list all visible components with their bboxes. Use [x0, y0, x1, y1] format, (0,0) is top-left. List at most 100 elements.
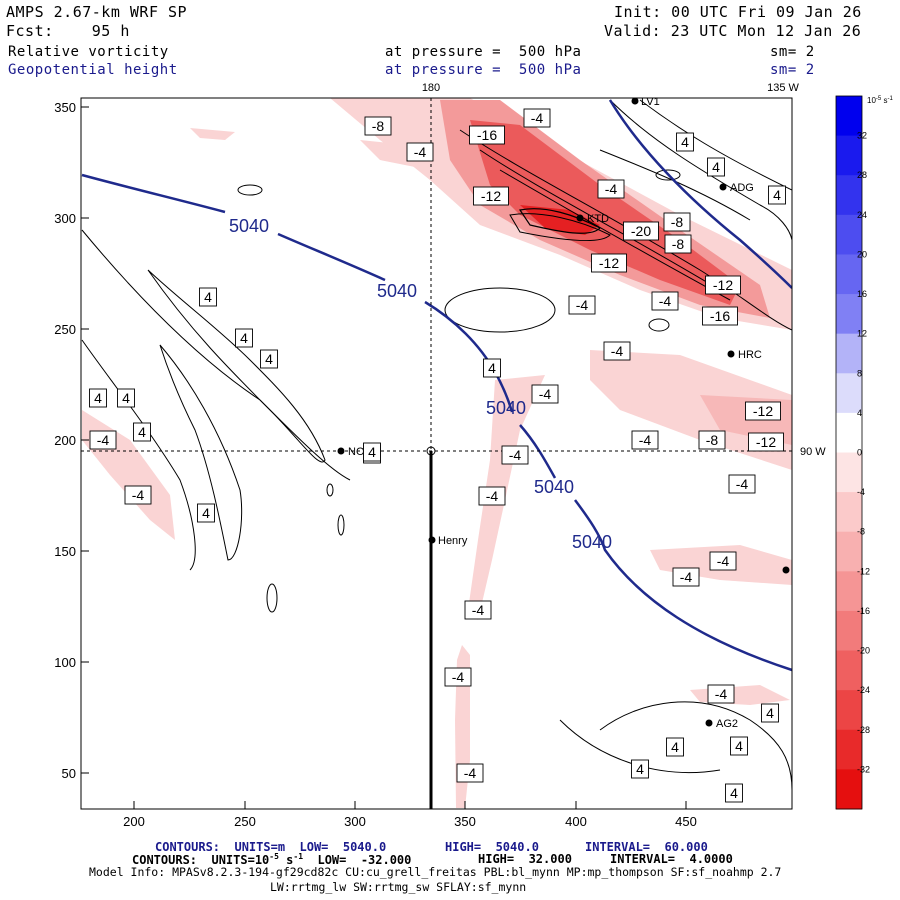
x-tick-label: 200: [123, 814, 145, 829]
forecast-hour: Fcst: 95 h: [6, 22, 130, 40]
station-label: KTD: [587, 213, 609, 225]
colorbar-label: -16: [857, 606, 870, 616]
footer-vort-high: HIGH= 32.000: [478, 852, 572, 866]
vorticity-label: -4: [611, 343, 624, 359]
vorticity-label: 4: [265, 351, 273, 367]
vorticity-label-box: [133, 422, 151, 442]
y-tick-label: 200: [54, 433, 76, 448]
vorticity-label-box: [597, 179, 625, 199]
vorticity-label: -4: [414, 144, 427, 160]
x-tick-label: 300: [344, 814, 366, 829]
vorticity-label-box: [730, 736, 748, 756]
vorticity-label-box: [663, 212, 691, 232]
colorbar-swatch: [836, 294, 862, 335]
colorbar-label: -32: [857, 764, 870, 774]
vort-contour-b: [479, 149, 721, 291]
height-contour-segment-5: [573, 499, 792, 672]
vorticity-label: 4: [735, 738, 743, 754]
station-label: Henry: [438, 535, 468, 547]
colorbar-labels: 32 28 24 20 16 12 8 4 0 -4 -8 -12 -16 -20 -24 -28 -32: [857, 131, 870, 775]
colorbar-swatch: [836, 373, 862, 414]
colorbar-swatch: [836, 492, 862, 533]
vorticity-label: -8: [671, 214, 684, 230]
colorbar-label: 28: [857, 170, 867, 180]
footer-vort-contours: CONTOURS: UNITS=10-5 s-1 LOW= -32.000: [132, 852, 412, 867]
colorbar-swatch: [836, 214, 862, 255]
field1-level: at pressure = 500 hPa: [385, 44, 582, 60]
height-contour-segment-2: [277, 232, 386, 282]
vorticity-label: -20: [631, 223, 651, 239]
vorticity-label: -4: [715, 686, 728, 702]
vorticity-blob: [190, 128, 235, 140]
vorticity-label: -4: [132, 487, 145, 503]
vorticity-label-box: [478, 486, 506, 506]
vorticity-label-box: [456, 763, 484, 783]
colorbar-swatch: [836, 135, 862, 176]
x-tick-label: 250: [234, 814, 256, 829]
vorticity-label-box: [664, 234, 692, 254]
vorticity-label-box: [124, 485, 152, 505]
vorticity-label: -4: [539, 386, 552, 402]
vorticity-label-box: [698, 430, 726, 450]
colorbar-swatch: [836, 769, 862, 810]
meridian-labels: 180 135 W 90 W: [422, 82, 826, 458]
vorticity-label-box: [728, 474, 756, 494]
station-label: LV1: [641, 96, 660, 108]
station-label: AG2: [716, 718, 738, 730]
footer-physics-info: LW:rrtmg_lw SW:rrtmg_sw SFLAY:sf_mynn: [270, 880, 527, 894]
meridian-180-label: 180: [422, 82, 440, 94]
vorticity-label: -4: [97, 432, 110, 448]
vorticity-label-box: [235, 328, 253, 348]
vorticity-label-box: [707, 684, 735, 704]
vorticity-label: -4: [452, 669, 465, 685]
colorbar-swatch: [836, 531, 862, 572]
colorbar-swatch: [836, 175, 862, 216]
vorticity-label: 4: [94, 390, 102, 406]
station-dot: [705, 719, 713, 727]
map-frame: [80, 97, 793, 810]
vorticity-label-box: [631, 430, 659, 450]
vort-contour-core: [519, 208, 602, 234]
vorticity-label-box: [676, 132, 694, 152]
height-label: 5040: [229, 216, 269, 236]
y-tick-label: 250: [54, 322, 76, 337]
vort-contour-j: [599, 701, 792, 791]
field2-smoothing: sm= 2: [770, 62, 815, 78]
vorticity-label-box: [197, 503, 215, 523]
vorticity-strip-central: [468, 375, 545, 620]
vorticity-label: 4: [202, 505, 210, 521]
colorbar-swatch: [836, 412, 862, 453]
colorbar-swatch: [836, 452, 862, 493]
vorticity-label-box: [406, 142, 434, 162]
vort-contour-r: [648, 318, 670, 332]
vorticity-label: -4: [576, 297, 589, 313]
axis-ticks: [81, 106, 687, 809]
vorticity-label-box: [603, 341, 631, 361]
vorticity-label: -4: [605, 181, 618, 197]
stations: LV1 ADG KTD HRC NOU Henry AG2: [337, 96, 790, 730]
vorticity-label: 4: [766, 705, 774, 721]
vort-contour-d: [609, 99, 792, 241]
vorticity-label-box: [748, 432, 784, 452]
vort-contour-f: [147, 269, 326, 463]
vort-contour-q: [266, 583, 278, 613]
x-tick-label: 350: [454, 814, 476, 829]
height-contour-segment-6: [608, 99, 792, 289]
footer-height-contours: CONTOURS: UNITS=m LOW= 5040.0: [155, 840, 387, 854]
vorticity-label: -12: [713, 277, 733, 293]
vorticity-label-box: [631, 759, 649, 779]
vorticity-label-box: [568, 295, 596, 315]
colorbar-label: 0: [857, 448, 862, 458]
colorbar-label: 24: [857, 210, 867, 220]
height-contour-segment-1: [81, 173, 226, 214]
colorbar-swatch: [836, 690, 862, 731]
vort-contour-s: [655, 169, 681, 181]
vort-contour-i: [81, 339, 196, 571]
colorbar-frame: [835, 95, 863, 810]
vorticity-label-box: [117, 388, 135, 408]
vorticity-label: -8: [672, 236, 685, 252]
y-tick-label: 100: [54, 655, 76, 670]
colorbar-label: -20: [857, 646, 870, 656]
